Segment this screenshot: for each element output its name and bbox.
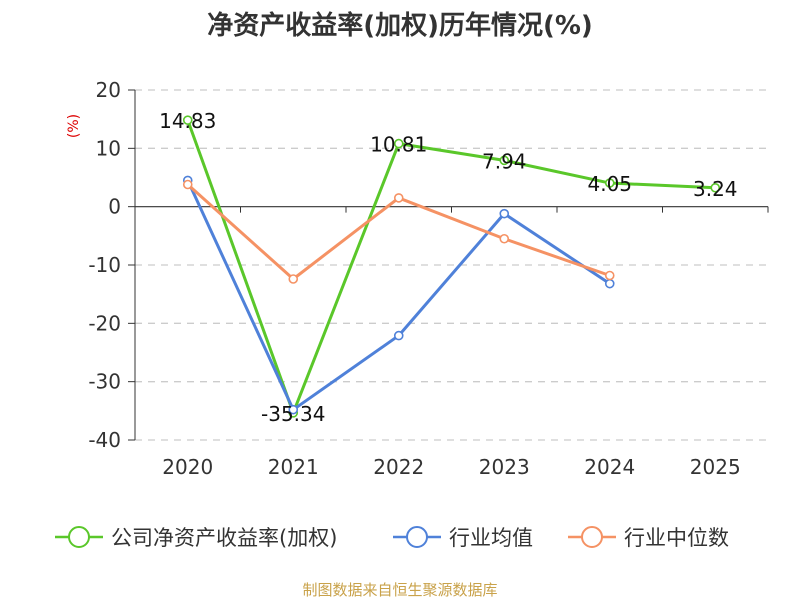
legend-item[interactable]: 行业中位数 — [568, 526, 729, 550]
data-point — [499, 233, 510, 244]
x-tick-label: 2023 — [479, 455, 530, 479]
data-label: 3.24 — [693, 177, 738, 201]
data-point — [499, 208, 510, 219]
x-tick-label: 2021 — [268, 455, 319, 479]
y-tick-label: -10 — [88, 253, 121, 277]
data-label: -35.34 — [261, 402, 325, 426]
data-point — [393, 330, 404, 341]
data-label: 10.81 — [370, 133, 427, 157]
data-point — [288, 274, 299, 284]
x-tick-label: 2020 — [162, 455, 213, 479]
legend-marker — [581, 526, 603, 548]
data-point — [182, 115, 193, 125]
data-point — [604, 278, 615, 289]
legend-item[interactable]: 行业均值 — [393, 526, 533, 550]
axes: 20 10 0 -10 -20 -30 -40 2020 2021 2022 2023 2024 202… — [88, 78, 769, 479]
y-tick-label: -20 — [88, 311, 121, 335]
y-tick-label: 10 — [96, 136, 121, 160]
legend-label: 行业均值 — [449, 526, 533, 550]
y-tick-label: 20 — [96, 78, 121, 102]
series-line-0 — [186, 119, 716, 415]
y-axis-label: (%) — [66, 114, 82, 138]
series-layer — [182, 115, 721, 418]
x-tick-label: 2024 — [584, 455, 635, 479]
x-tick-label: 2025 — [690, 455, 741, 479]
grid-lines — [135, 89, 768, 441]
data-label: 14.83 — [159, 109, 216, 133]
y-tick-label: 0 — [108, 195, 121, 219]
data-point — [604, 178, 615, 188]
data-point — [288, 404, 299, 415]
legend-item[interactable]: 公司净资产收益率(加权) — [55, 526, 337, 550]
legend-marker — [68, 526, 90, 548]
data-label: 7.94 — [482, 149, 527, 173]
y-tick-label: -30 — [88, 370, 121, 394]
data-label: 4.05 — [587, 172, 632, 196]
y-tick-label: -40 — [88, 428, 121, 452]
data-point — [710, 182, 721, 193]
data-labels: 14.83 -35.34 10.81 7.94 4.05 3.24 — [159, 109, 737, 426]
data-point — [393, 138, 404, 149]
data-point — [499, 155, 510, 166]
source-note: 制图数据来自恒生聚源数据库 — [302, 581, 497, 599]
data-point — [182, 179, 193, 190]
legend-label: 公司净资产收益率(加权) — [111, 526, 337, 550]
legend-marker — [406, 526, 428, 548]
legend[interactable]: 公司净资产收益率(加权) 行业均值 行业中位数 — [55, 526, 729, 550]
data-point — [393, 193, 404, 203]
data-point — [604, 270, 615, 281]
legend-label: 行业中位数 — [624, 526, 729, 550]
x-tick-label: 2022 — [373, 455, 424, 479]
chart-title: 净资产收益率(加权)历年情况(%) — [207, 10, 593, 41]
